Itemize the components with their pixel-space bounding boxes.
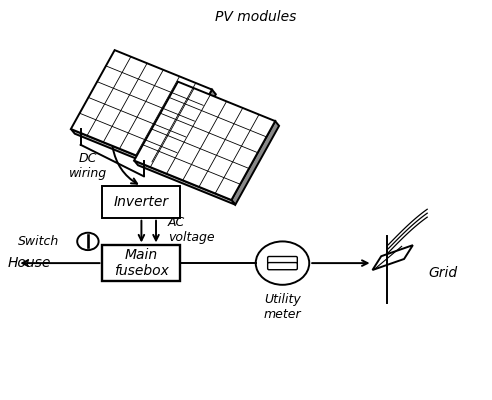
- Polygon shape: [134, 82, 275, 200]
- Bar: [102, 245, 181, 281]
- Text: Inverter: Inverter: [114, 195, 169, 209]
- Text: AC
voltage: AC voltage: [168, 216, 215, 244]
- FancyBboxPatch shape: [268, 262, 297, 270]
- Text: Utility
meter: Utility meter: [264, 293, 301, 321]
- Polygon shape: [134, 160, 235, 205]
- Text: DC
wiring: DC wiring: [69, 152, 107, 180]
- Text: PV modules: PV modules: [215, 10, 296, 24]
- Text: Main
fusebox: Main fusebox: [114, 248, 169, 278]
- Polygon shape: [231, 121, 279, 205]
- Bar: [102, 186, 181, 218]
- FancyBboxPatch shape: [268, 256, 297, 264]
- Polygon shape: [168, 90, 216, 173]
- Text: Switch: Switch: [18, 235, 59, 248]
- Polygon shape: [71, 129, 172, 173]
- Text: Grid: Grid: [429, 266, 458, 280]
- Polygon shape: [71, 50, 212, 168]
- Polygon shape: [372, 245, 413, 270]
- Text: House: House: [8, 256, 51, 270]
